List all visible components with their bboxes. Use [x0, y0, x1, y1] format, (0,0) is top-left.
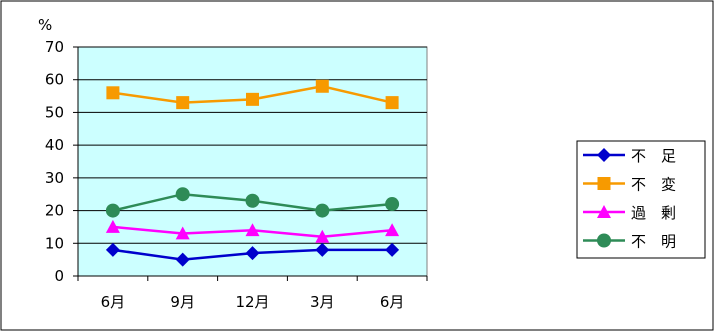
y-tick-label: 40 [45, 136, 64, 154]
x-tick-label: 3月 [310, 293, 335, 311]
data-point [105, 219, 120, 233]
data-point [175, 226, 190, 240]
y-tick-label: 70 [45, 38, 64, 56]
legend-marker [597, 205, 611, 218]
data-point [315, 229, 330, 243]
legend: 不 足不 変過 剰不 明 [576, 140, 706, 259]
plot-background [77, 46, 428, 277]
y-tick-label: 10 [45, 234, 64, 252]
data-point [105, 242, 120, 257]
y-tick-label: 30 [45, 169, 64, 187]
legend-label: 不 変 [631, 176, 676, 194]
data-point [176, 96, 190, 110]
data-point [106, 86, 120, 100]
data-point [385, 242, 400, 257]
data-point [245, 193, 260, 208]
data-point [385, 223, 400, 237]
y-tick-label: 50 [45, 103, 64, 121]
x-tick-label: 9月 [170, 293, 195, 311]
legend-marker [597, 233, 611, 248]
data-point [245, 223, 260, 237]
data-point [385, 197, 400, 212]
plot-area: 0 10 20 30 40 50 60 70 6月 9月 12月 3月 6月 [45, 38, 428, 311]
legend-label: 過 剰 [631, 204, 676, 222]
y-tick-label: 60 [45, 71, 64, 89]
data-point [175, 187, 190, 202]
legend-marker [597, 148, 611, 162]
data-point [315, 242, 330, 257]
data-point [245, 246, 260, 261]
data-point [246, 92, 259, 106]
y-tick-label: 20 [45, 202, 64, 220]
data-point [385, 96, 399, 110]
x-tick-label: 12月 [235, 293, 269, 311]
data-point [315, 203, 330, 218]
legend-label: 不 明 [631, 233, 676, 251]
data-point [315, 79, 329, 93]
y-tick-label: 0 [54, 267, 64, 285]
y-unit-label: % [38, 16, 52, 34]
legend-label: 不 足 [631, 147, 676, 165]
data-point [175, 252, 190, 267]
x-tick-label: 6月 [101, 293, 126, 311]
legend-marker [597, 177, 611, 190]
x-tick-label: 6月 [380, 293, 405, 311]
data-point [105, 203, 120, 218]
